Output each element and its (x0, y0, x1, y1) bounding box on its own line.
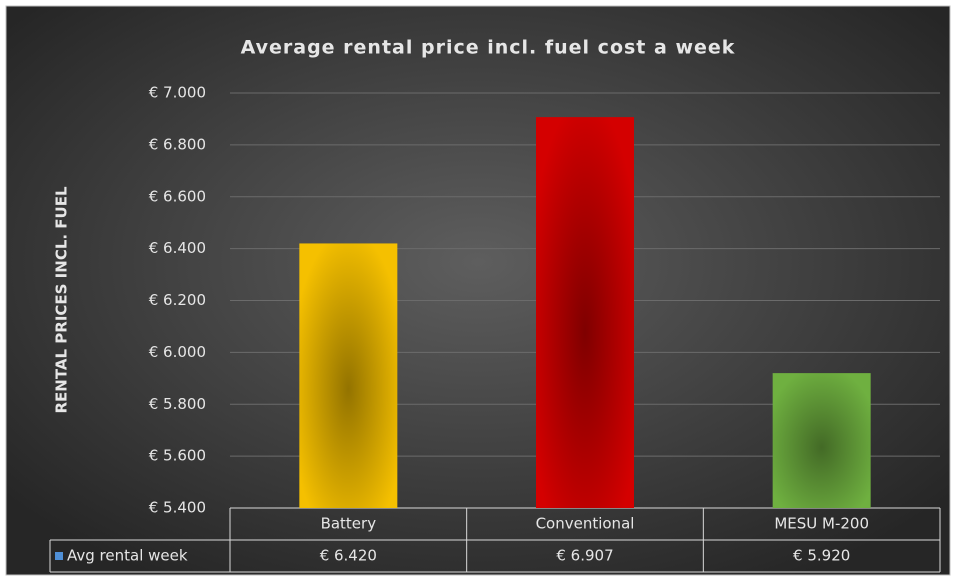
y-axis-label: RENTAL PRICES INCL. FUEL (53, 186, 71, 414)
data-label: € 6.907 (556, 547, 613, 565)
y-tick-label: € 6.200 (149, 291, 206, 309)
y-tick-label: € 7.000 (149, 84, 206, 102)
data-label: € 6.420 (320, 547, 377, 565)
x-tick-label: Conventional (536, 515, 635, 533)
y-tick-label: € 5.600 (149, 447, 206, 465)
chart-title: Average rental price incl. fuel cost a w… (241, 37, 736, 59)
bar (299, 243, 398, 508)
y-tick-label: € 6.400 (149, 239, 206, 257)
y-tick-label: € 5.400 (149, 499, 206, 517)
legend-swatch (55, 552, 63, 560)
y-tick-label: € 6.600 (149, 187, 206, 205)
x-tick-label: Battery (321, 515, 377, 533)
data-label: € 5.920 (793, 547, 850, 565)
x-tick-label: MESU M-200 (774, 515, 869, 533)
bar (772, 373, 871, 508)
y-tick-label: € 6.800 (149, 135, 206, 153)
legend-label: Avg rental week (67, 547, 188, 565)
y-tick-label: € 6.000 (149, 343, 206, 361)
bar (536, 117, 634, 508)
y-tick-label: € 5.800 (149, 395, 206, 413)
